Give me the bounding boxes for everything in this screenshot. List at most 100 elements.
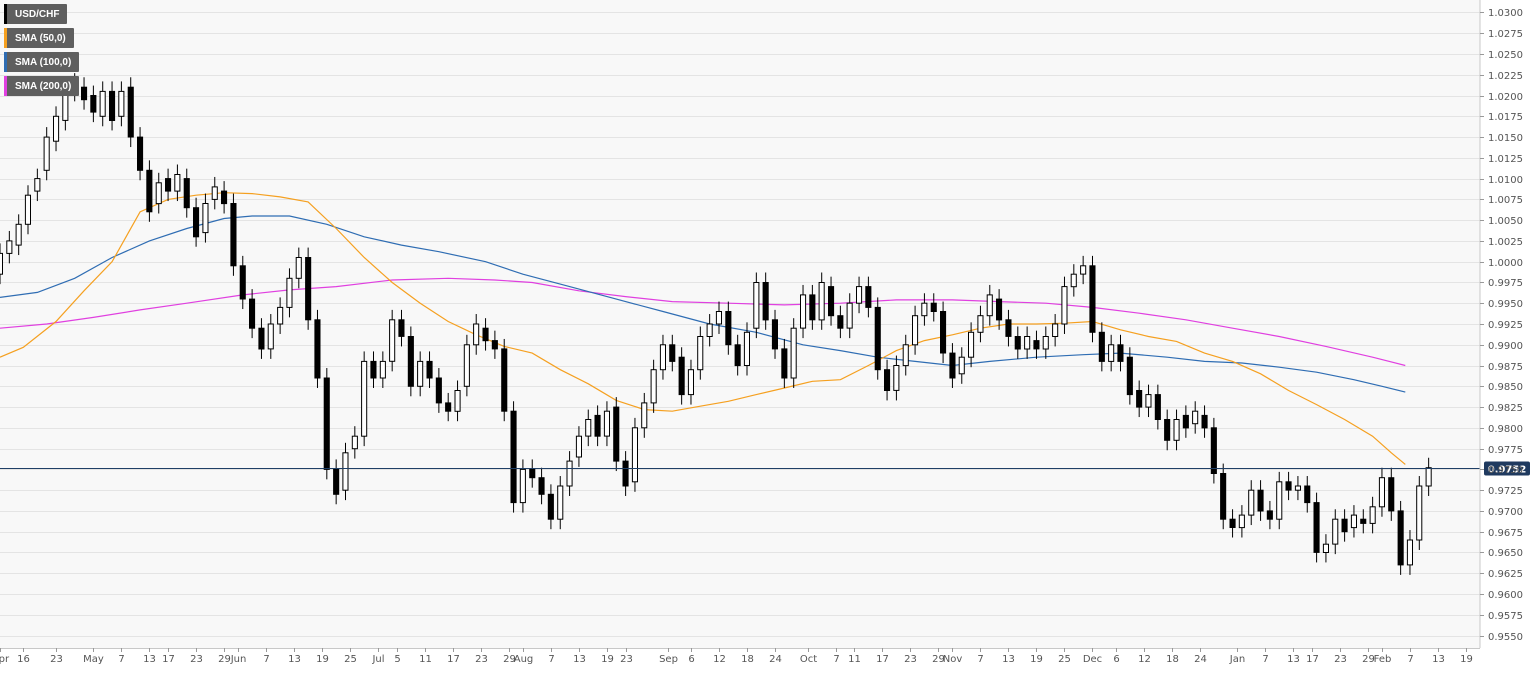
candle-down	[809, 294, 816, 321]
candle-up	[454, 390, 461, 412]
candle-down	[482, 327, 489, 342]
y-tick-label: 0.9975	[1488, 278, 1523, 289]
candle-down	[940, 311, 947, 354]
candle-down	[884, 369, 891, 392]
candle-up	[659, 344, 667, 371]
candle-down	[613, 406, 620, 462]
candle-up	[818, 282, 825, 321]
x-tick-label: 7	[977, 654, 983, 665]
candle-up	[1248, 489, 1255, 516]
x-tick-label: 7	[1407, 654, 1413, 665]
x-tick-label: Apr	[0, 654, 10, 665]
candle-up	[706, 323, 713, 337]
candle-up	[389, 319, 396, 362]
legend-item-usdchf: USD/CHF	[4, 4, 68, 24]
x-tick-label: 23	[190, 654, 203, 665]
candle-down	[930, 302, 937, 313]
candle-down	[1257, 489, 1264, 512]
x-tick-label: 29	[218, 654, 231, 665]
candle-down	[398, 319, 405, 337]
candle-down	[193, 207, 200, 238]
x-tick-label: 12	[1138, 654, 1151, 665]
x-tick-label: 13	[573, 654, 586, 665]
x-tick-label: 24	[1194, 654, 1207, 665]
candle-down	[109, 90, 116, 122]
candle-down	[1341, 518, 1348, 533]
candle-down	[323, 377, 330, 470]
candle-up	[463, 344, 470, 387]
x-tick-label: Dec	[1083, 654, 1102, 665]
y-tick-label: 1.0050	[1488, 216, 1523, 227]
x-tick-label: 19	[1460, 654, 1473, 665]
candle-up	[575, 435, 583, 458]
candle-down	[183, 178, 190, 209]
legend-swatch-sma100	[4, 52, 7, 72]
candle-up	[902, 344, 909, 367]
x-tick-label: 18	[1166, 654, 1179, 665]
x-tick-label: 19	[316, 654, 329, 665]
candle-down	[1182, 414, 1189, 429]
candle-up	[267, 323, 274, 350]
candle-down	[501, 348, 508, 412]
candle-down	[1089, 265, 1096, 333]
sma-50-line	[0, 192, 1406, 465]
y-tick-label: 0.9750	[1488, 465, 1523, 476]
x-tick-label: 23	[50, 654, 63, 665]
candle-up	[790, 327, 797, 379]
x-tick-label: 17	[1306, 654, 1319, 665]
candle-down	[333, 468, 340, 495]
y-tick-label: 1.0250	[1488, 50, 1523, 61]
candle-up	[342, 452, 349, 491]
x-tick-label: 5	[394, 654, 400, 665]
legend-item-sma100: SMA (100,0)	[4, 52, 80, 72]
candle-up	[912, 315, 919, 346]
candle-down	[1126, 356, 1133, 396]
candle-up	[687, 369, 695, 396]
candle-down	[258, 327, 265, 350]
x-tick-label: Jul	[371, 654, 384, 665]
candle-down	[1397, 510, 1404, 566]
candle-up	[968, 331, 975, 358]
candle-down	[239, 265, 246, 300]
candle-up	[650, 369, 657, 404]
x-tick-label: 17	[162, 654, 175, 665]
candle-down	[828, 286, 835, 317]
candle-up	[417, 360, 424, 387]
y-tick-label: 1.0025	[1488, 237, 1523, 248]
candle-up	[379, 360, 386, 379]
candle-down	[1266, 510, 1273, 520]
x-tick-label: 7	[833, 654, 839, 665]
candle-up	[295, 257, 302, 279]
candle-up	[697, 336, 704, 371]
candle-down	[762, 282, 769, 321]
candle-up	[34, 178, 41, 192]
y-tick-label: 0.9850	[1488, 382, 1523, 393]
legend-label: SMA (200,0)	[15, 80, 72, 92]
candle-down	[137, 136, 144, 171]
legend-swatch-sma50	[4, 28, 7, 48]
candle-down	[949, 352, 956, 379]
candle-down	[221, 190, 228, 205]
current-price-badge	[1484, 461, 1530, 476]
candle-down	[1014, 336, 1021, 350]
candle-down	[435, 377, 442, 404]
candle-down	[1164, 419, 1171, 441]
y-tick-label: 1.0150	[1488, 133, 1523, 144]
y-tick-label: 0.9800	[1488, 424, 1523, 435]
legend-label: SMA (100,0)	[15, 56, 72, 68]
candle-up	[1145, 394, 1152, 408]
candle-up	[1406, 539, 1414, 566]
candle-up	[473, 323, 480, 346]
y-tick-label: 1.0225	[1488, 71, 1523, 82]
legend-label: USD/CHF	[15, 8, 60, 20]
x-tick-label: 12	[713, 654, 726, 665]
candle-up	[921, 302, 928, 317]
candle-up	[1238, 514, 1245, 529]
y-tick-label: 0.9775	[1488, 445, 1523, 456]
candle-up	[286, 277, 293, 308]
x-tick-label: 23	[620, 654, 633, 665]
candle-up	[800, 294, 807, 329]
y-tick-label: 1.0000	[1488, 258, 1523, 269]
candle-up	[856, 286, 863, 304]
